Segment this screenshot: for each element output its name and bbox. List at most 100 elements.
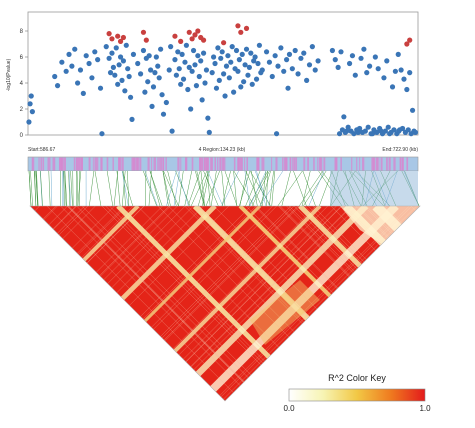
heatmap-light-region (340, 206, 420, 246)
connector-line (266, 170, 268, 207)
scatter-point (127, 94, 134, 100)
snp-density-bar (27, 156, 419, 172)
scatter-point (103, 44, 109, 50)
snp-bar-tick (282, 157, 284, 171)
scatter-point (209, 70, 215, 76)
heatmap-texture-line (30, 206, 58, 401)
connector-line (76, 170, 79, 207)
heatmap-texture-line (330, 206, 420, 401)
snp-bar-tick (334, 157, 337, 171)
scatter-point (186, 64, 192, 70)
scatter-point (175, 49, 181, 55)
snp-bar-tick (380, 157, 383, 171)
scatter-point (117, 38, 124, 45)
connector-line (173, 170, 180, 207)
snp-bar-tick (393, 157, 396, 171)
connector-line (277, 170, 303, 207)
scatter-point (206, 129, 212, 135)
connector-line (302, 170, 316, 207)
snp-bar-tick (147, 157, 150, 171)
scatter-point (106, 30, 112, 37)
scatter-point (246, 64, 252, 70)
connector-line (106, 170, 114, 207)
connector-line (293, 170, 307, 207)
scatter-points-layer (26, 23, 419, 137)
scatter-point (259, 67, 265, 73)
connector-line (281, 170, 291, 207)
snp-bar-tick (291, 157, 293, 171)
snp-bar-tick (362, 157, 365, 171)
scatter-point (143, 37, 149, 43)
snp-bar-tick (58, 157, 62, 171)
snp-bar-tick (62, 157, 64, 171)
scatter-point (178, 81, 184, 87)
connector-line (94, 170, 102, 207)
snp-bar-tick (293, 157, 296, 171)
scatter-point (385, 124, 391, 130)
region-center-label: 4 Region:134.23 (kb) (199, 147, 246, 153)
snp-bar-tick (132, 157, 135, 171)
heatmap-texture-line (30, 206, 115, 401)
heatmap-texture-line (76, 206, 277, 401)
scatter-point (392, 68, 398, 74)
scatter-point (226, 75, 232, 81)
scatter-point (97, 85, 104, 91)
snp-bar-tick (200, 157, 203, 171)
snp-bar-tick (318, 157, 321, 171)
scatter-point (89, 75, 95, 81)
scatter-point (278, 45, 284, 51)
connector-line (48, 170, 51, 207)
scatter-point (176, 66, 182, 72)
connector-line (121, 170, 129, 207)
scatter-point (315, 58, 321, 64)
connector-line (64, 170, 68, 207)
connector-line (36, 170, 39, 207)
connector-line (195, 170, 205, 207)
scatter-point (219, 49, 225, 55)
region-start-label: Start:586.67 (28, 147, 55, 153)
scatter-point (361, 46, 367, 52)
snp-bar-tick (262, 157, 265, 171)
scatter-point (229, 44, 235, 50)
scatter-point (168, 44, 174, 50)
scatter-point (256, 42, 263, 48)
heatmap-band (163, 206, 369, 401)
scatter-point (163, 99, 169, 106)
scatter-point (391, 127, 397, 133)
heatmap-texture-line (30, 206, 68, 401)
scatter-point (216, 77, 222, 83)
snp-bar-tick (388, 157, 391, 171)
scatter-point (192, 62, 198, 68)
scatter-point (292, 47, 298, 54)
scatter-point (352, 72, 358, 78)
scatter-point (130, 51, 137, 58)
color-key-max-label: 1.0 (419, 404, 431, 413)
snp-bar-tick (289, 157, 291, 171)
scatter-point (142, 89, 148, 95)
scatter-point (365, 124, 371, 130)
scatter-point (186, 29, 192, 35)
scatter-point (242, 62, 248, 68)
snp-bar-tick (73, 157, 76, 171)
snp-bar-tick (217, 157, 219, 171)
scatter-point (407, 37, 413, 43)
scatter-point (372, 54, 378, 60)
connector-line (251, 170, 258, 207)
snp-bar-tick (340, 157, 342, 171)
connector-line (207, 170, 211, 207)
scatter-point (192, 32, 198, 38)
scatter-point (251, 58, 257, 64)
connector-line (175, 170, 191, 207)
scatter-point (364, 70, 370, 76)
connector-line (248, 170, 269, 207)
snp-bar-tick (246, 157, 249, 171)
snp-bar-tick (121, 157, 124, 171)
scatter-point (119, 77, 125, 83)
scatter-point (401, 76, 407, 82)
scatter-point (235, 23, 241, 29)
connector-line (233, 170, 255, 207)
snp-bar-tick (154, 157, 156, 171)
scatter-point (411, 128, 417, 134)
connector-line (196, 170, 205, 207)
connector-line (162, 170, 169, 207)
